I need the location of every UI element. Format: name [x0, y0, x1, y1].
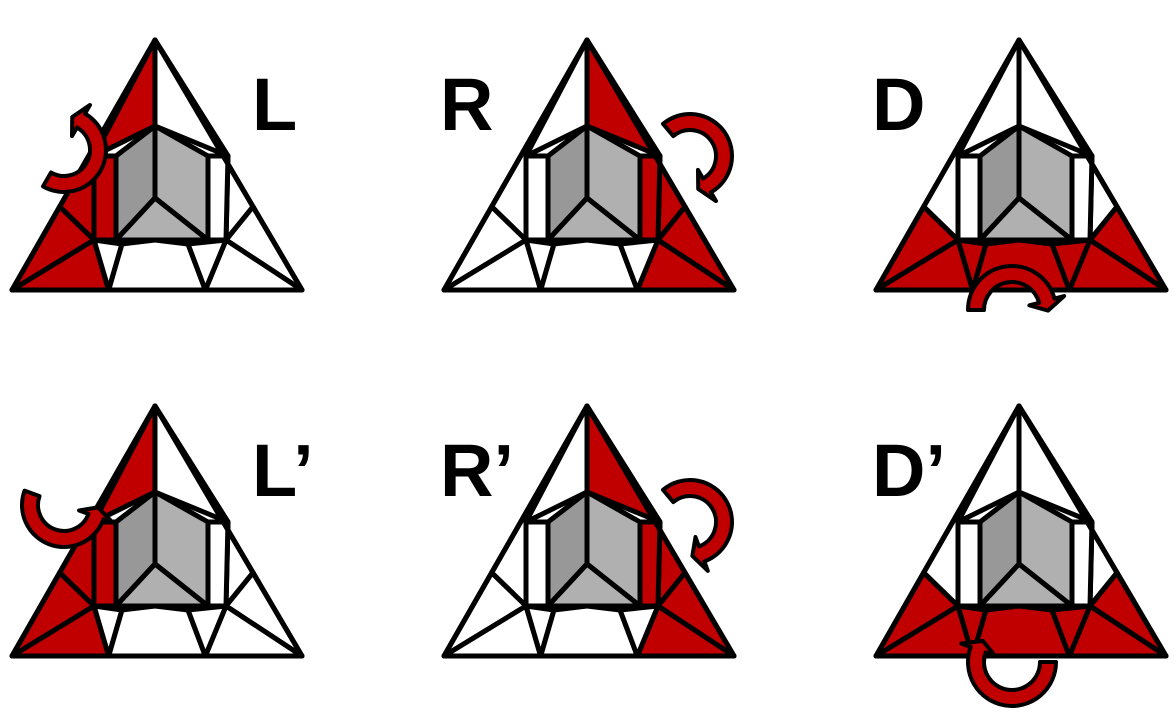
center-bottom-facet [113, 195, 211, 243]
move-label-l-prime: L’ [252, 429, 314, 512]
curved-arrow-icon [966, 264, 1067, 313]
rotation-arrow-l-prime [20, 488, 115, 549]
outer-outline [441, 37, 737, 293]
move-panel-r: R [440, 37, 737, 293]
move-label-r-prime: R’ [440, 429, 514, 512]
outer-outline [873, 403, 1169, 659]
curved-arrow-icon [20, 488, 115, 549]
inner-left-sticker [91, 519, 119, 609]
rotation-arrow-l [41, 102, 108, 194]
move-panel-r-prime: R’ [440, 403, 737, 659]
rotation-arrow-d [966, 264, 1067, 313]
pyraminx-r [441, 37, 737, 293]
move-panel-l-prime: L’ [9, 403, 314, 659]
outer-outline [873, 37, 1169, 293]
center-bottom-facet [545, 561, 643, 609]
move-panel-d-prime: D’ [872, 403, 1169, 708]
center-bottom-facet [545, 195, 643, 243]
center-bottom-facet [977, 561, 1075, 609]
center-bottom-facet [113, 561, 211, 609]
inner-right-sticker [1069, 153, 1095, 243]
inner-left-sticker [955, 153, 983, 243]
rotation-arrow-r [661, 112, 734, 204]
move-label-r: R [440, 63, 493, 146]
inner-right-sticker [205, 519, 231, 609]
inner-left-sticker [523, 153, 551, 243]
outer-outline [441, 403, 737, 659]
rotation-arrow-r-prime [661, 478, 734, 573]
curved-arrow-icon [41, 102, 108, 194]
pyraminx-l-prime [9, 403, 305, 659]
curved-arrow-icon [661, 478, 734, 573]
inner-right-sticker [1069, 519, 1095, 609]
inner-left-sticker [955, 519, 983, 609]
pyraminx-d-prime [873, 403, 1169, 659]
curved-arrow-icon [959, 638, 1058, 708]
rotation-arrow-d-prime [959, 638, 1058, 708]
move-label-l: L [252, 63, 297, 146]
inner-right-sticker [637, 153, 663, 243]
move-label-d: D [872, 63, 925, 146]
inner-left-sticker [523, 519, 551, 609]
inner-right-sticker [205, 153, 231, 243]
move-label-d-prime: D’ [872, 429, 946, 512]
inner-right-sticker [637, 519, 663, 609]
move-panel-l: L [9, 37, 305, 293]
move-panel-d: D [872, 37, 1169, 313]
center-bottom-facet [977, 195, 1075, 243]
pyraminx-r-prime [441, 403, 737, 659]
curved-arrow-icon [661, 112, 734, 204]
